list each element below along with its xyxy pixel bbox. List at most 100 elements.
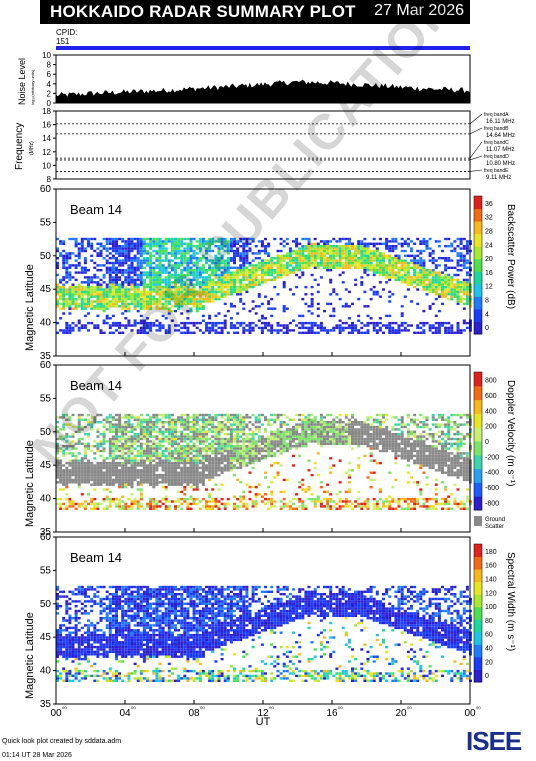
scatter-cell: [142, 321, 146, 325]
scatter-cell: [428, 305, 432, 308]
scatter-cell: [198, 433, 202, 436]
scatter-cell: [236, 425, 240, 429]
scatter-cell: [180, 483, 184, 486]
scatter-cell: [211, 488, 215, 491]
scatter-cell: [80, 442, 84, 445]
scatter-cell: [183, 497, 187, 501]
scatter-cell: [56, 300, 59, 303]
scatter-cell: [208, 428, 212, 431]
scatter-cell: [447, 331, 451, 334]
scatter-cell: [437, 309, 441, 313]
scatter-cell: [447, 276, 451, 279]
scatter-cell: [242, 452, 246, 455]
scatter-cell: [177, 430, 181, 433]
scatter-cell: [403, 266, 407, 269]
scatter-cell: [111, 305, 115, 308]
scatter-cell: [62, 264, 66, 267]
scatter-cell: [248, 285, 252, 289]
scatter-cell: [96, 247, 100, 250]
scatter-cell: [201, 307, 205, 310]
scatter-cell: [62, 257, 66, 260]
scatter-cell: [201, 240, 205, 243]
scatter-cell: [62, 471, 66, 474]
scatter-cell: [338, 324, 342, 327]
scatter-cell: [288, 507, 292, 510]
scatter-cell: [65, 483, 69, 486]
scatter-cell: [201, 254, 205, 257]
scatter-cell: [378, 326, 382, 330]
scatter-cell: [366, 257, 370, 260]
scatter-cell: [195, 321, 199, 325]
scatter-cell: [245, 276, 249, 279]
scatter-cell: [68, 326, 72, 330]
scatter-cell: [332, 326, 336, 330]
scatter-cell: [183, 452, 187, 455]
scatter-cell: [437, 283, 441, 286]
scatter-cell: [198, 259, 202, 262]
scatter-cell: [130, 300, 134, 303]
scatter-cell: [456, 254, 460, 257]
scatter-cell: [310, 500, 314, 503]
scatter-cell: [326, 442, 330, 445]
scatter-cell: [96, 302, 100, 306]
scatter-cell: [142, 297, 146, 301]
scatter-cell: [192, 435, 196, 438]
scatter-cell: [136, 269, 140, 272]
scatter-cell: [341, 252, 345, 255]
scatter-cell: [62, 259, 66, 262]
scatter-cell: [428, 285, 432, 289]
scatter-cell: [149, 237, 153, 241]
scatter-cell: [93, 300, 97, 303]
scatter-cell: [87, 413, 90, 417]
scatter-cell: [186, 471, 190, 474]
scatter-cell: [434, 278, 438, 282]
scatter-cell: [77, 502, 81, 506]
scatter-cell: [198, 461, 202, 465]
scatter-cell: [242, 266, 246, 269]
scatter-cell: [329, 245, 333, 248]
scatter-cell: [186, 473, 190, 477]
scatter-cell: [68, 442, 72, 445]
scatter-cell: [229, 440, 233, 443]
scatter-cell: [276, 449, 280, 453]
scatter-cell: [186, 481, 190, 484]
scatter-cell: [183, 321, 187, 325]
scatter-cell: [161, 445, 165, 448]
scatter-cell: [242, 497, 246, 501]
scatter-cell: [229, 442, 233, 445]
scatter-cell: [65, 469, 69, 472]
scatter-cell: [105, 240, 109, 243]
scatter-cell: [149, 447, 153, 450]
scatter-cell: [115, 418, 118, 421]
scatter-cell: [304, 326, 308, 330]
scatter-cell: [441, 249, 444, 253]
scatter-cell: [351, 329, 354, 332]
scatter-cell: [341, 264, 345, 267]
scatter-cell: [74, 471, 78, 474]
scatter-cell: [121, 249, 125, 253]
scatter-cell: [130, 449, 134, 453]
scatter-cell: [152, 466, 156, 470]
scatter-cell: [80, 297, 84, 301]
scatter-cell: [136, 471, 140, 474]
scatter-cell: [223, 285, 227, 289]
scatter-cell: [338, 252, 342, 255]
scatter-cell: [282, 423, 286, 426]
scatter-cell: [242, 257, 246, 260]
scatter-cell: [226, 461, 230, 465]
scatter-cell: [192, 413, 196, 417]
scatter-cell: [316, 473, 320, 477]
scatter-cell: [422, 249, 426, 253]
scatter-cell: [142, 266, 146, 269]
scatter-cell: [118, 321, 122, 325]
scatter-cell: [180, 433, 184, 436]
scatter-cell: [93, 471, 97, 474]
scatter-cell: [394, 237, 398, 241]
scatter-cell: [83, 442, 87, 445]
scatter-cell: [279, 324, 283, 327]
scatter-cell: [279, 423, 283, 426]
scatter-cell: [139, 266, 143, 269]
scatter-cell: [239, 254, 243, 257]
scatter-cell: [248, 271, 252, 274]
scatter-cell: [233, 466, 236, 470]
